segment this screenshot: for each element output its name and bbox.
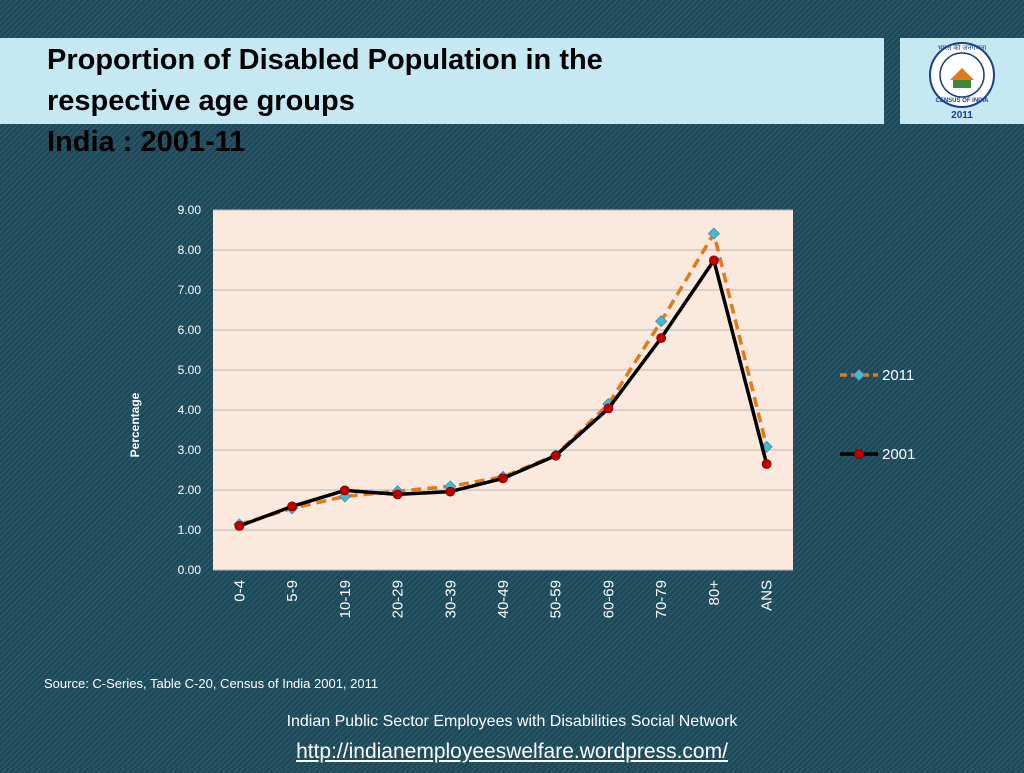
data-point-2001 bbox=[761, 459, 772, 469]
census-logo: भारत की जनगणना CENSUS OF INDIA 2011 bbox=[929, 42, 995, 121]
x-tick-label: 0-4 bbox=[231, 580, 248, 602]
legend-label-2001: 2001 bbox=[882, 446, 915, 463]
slide-subtitle: India : 2001-11 bbox=[47, 126, 246, 158]
house-icon bbox=[950, 68, 974, 80]
source-note: Source: C-Series, Table C-20, Census of … bbox=[44, 676, 379, 691]
title-line-1: Proportion of Disabled Population in the bbox=[47, 44, 603, 76]
x-tick-label: 10-19 bbox=[337, 580, 354, 618]
x-tick-label: 60-69 bbox=[600, 580, 617, 618]
slide-title: Proportion of Disabled Population in the… bbox=[47, 40, 867, 163]
x-tick-label: 30-39 bbox=[442, 580, 459, 618]
y-tick-label: 3.00 bbox=[178, 443, 202, 457]
x-tick-label: 40-49 bbox=[495, 580, 512, 618]
title-band bbox=[0, 38, 884, 124]
data-point-2011 bbox=[707, 227, 720, 240]
logo-year: 2011 bbox=[951, 110, 973, 121]
data-point-2011 bbox=[655, 315, 668, 328]
data-point-2001 bbox=[287, 501, 297, 512]
x-axis-ticks: 0-4 5-9 10-19 20-29 30-39 40-49 50-59 60-69 70-7… bbox=[231, 580, 775, 619]
data-point-2001 bbox=[656, 333, 667, 343]
data-point-2001 bbox=[392, 489, 403, 500]
data-point-2001 bbox=[445, 486, 456, 497]
census-logo-box: भारत की जनगणना CENSUS OF INDIA 2011 bbox=[900, 38, 1024, 124]
x-tick-label: 80+ bbox=[706, 580, 723, 606]
logo-top-text: भारत की जनगणना bbox=[938, 43, 987, 52]
y-axis-title: Percentage bbox=[128, 392, 142, 458]
y-tick-label: 5.00 bbox=[178, 363, 202, 377]
plot-area bbox=[213, 210, 793, 570]
data-point-2001 bbox=[709, 255, 719, 266]
y-tick-label: 4.00 bbox=[178, 403, 202, 417]
series-group bbox=[233, 227, 773, 531]
legend: 2011 2001 bbox=[840, 367, 915, 463]
data-point-2001 bbox=[498, 473, 508, 484]
legend-label-2011: 2011 bbox=[882, 367, 914, 384]
x-tick-label: 5-9 bbox=[284, 580, 301, 602]
logo-ring-text: CENSUS OF INDIA bbox=[935, 98, 989, 104]
legend-marker-2011 bbox=[852, 368, 866, 382]
data-point-2001 bbox=[339, 485, 350, 496]
series-line-2011 bbox=[238, 231, 769, 527]
y-tick-label: 9.00 bbox=[178, 203, 202, 217]
y-tick-label: 1.00 bbox=[178, 523, 202, 537]
x-tick-label: 50-59 bbox=[548, 580, 565, 618]
title-line-2: respective age groups bbox=[47, 85, 355, 117]
gridlines bbox=[213, 209, 793, 571]
y-axis-ticks: 0.00 1.00 2.00 3.00 4.00 5.00 6.00 7.00 8.00 9.00 bbox=[178, 203, 202, 577]
y-tick-label: 2.00 bbox=[178, 483, 202, 497]
x-tick-label: ANS bbox=[759, 580, 776, 611]
y-tick-label: 8.00 bbox=[178, 243, 202, 257]
data-point-2001 bbox=[234, 521, 245, 531]
y-tick-label: 7.00 bbox=[178, 283, 202, 297]
x-tick-label: 20-29 bbox=[390, 580, 407, 618]
y-tick-label: 6.00 bbox=[178, 323, 202, 337]
data-point-2001 bbox=[550, 450, 561, 461]
footer-text: Indian Public Sector Employees with Disa… bbox=[286, 713, 738, 730]
footer-link[interactable]: http://indianemployeeswelfare.wordpress.… bbox=[296, 740, 728, 763]
data-point-2001 bbox=[603, 403, 614, 414]
x-tick-label: 70-79 bbox=[653, 580, 670, 618]
y-tick-label: 0.00 bbox=[178, 563, 202, 577]
legend-marker-2001 bbox=[854, 449, 864, 459]
